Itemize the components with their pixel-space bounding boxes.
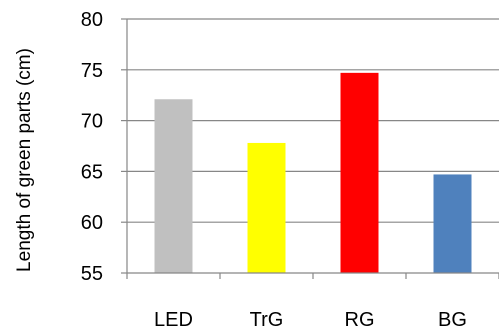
y-tick-labels: 55 60 65 70 75 80 (81, 9, 103, 285)
x-tick-labels: LED TrG RG BG (154, 309, 467, 331)
y-tick-label: 70 (81, 111, 103, 133)
axes (121, 18, 499, 279)
y-tick-label: 60 (81, 212, 103, 234)
x-tick-label: BG (438, 309, 467, 331)
bars (154, 72, 472, 274)
y-tick-label: 80 (81, 9, 103, 31)
y-tick-label: 75 (81, 60, 103, 82)
bar-led (154, 99, 193, 273)
bar-trg (247, 142, 286, 273)
bar-rg (340, 72, 379, 274)
x-tick-label: TrG (250, 309, 284, 331)
y-axis-title: Length of green parts (cm) (14, 48, 35, 272)
x-tick-label: LED (154, 309, 193, 331)
bar-bg (433, 174, 472, 273)
x-tick-label: RG (345, 309, 375, 331)
y-tick-label: 55 (81, 263, 103, 285)
y-tick-label: 65 (81, 161, 103, 183)
